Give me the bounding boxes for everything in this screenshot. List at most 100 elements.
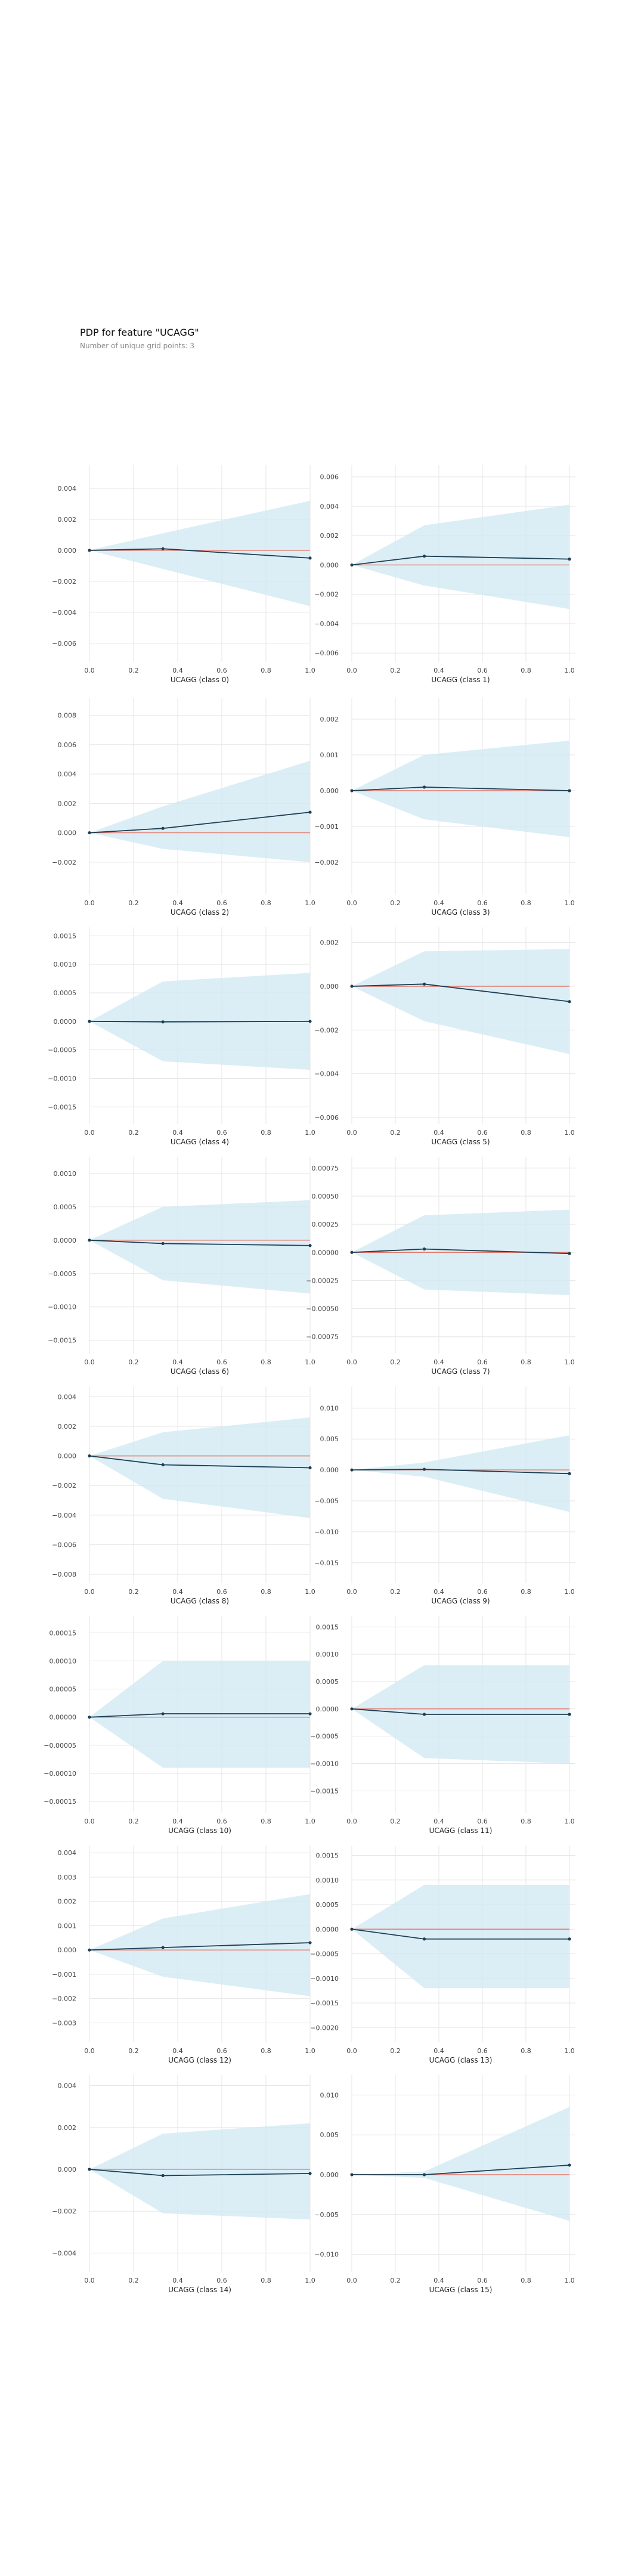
y-tick-label: 0.000 [58,829,77,837]
pdp-point [88,831,91,835]
pdp-point [422,555,426,558]
pdp-point [161,826,165,830]
x-tick-label: 0.2 [128,1358,139,1366]
x-tick-label: 1.0 [305,667,315,674]
pdp-subplot-class-3: 0.0 0.2 0.4 0.6 0.8 1.0 0.002 0.001 0.000 −0.001 −… [314,698,575,917]
x-tick-label: 0.4 [172,1358,183,1366]
x-tick-label: 0.8 [521,2277,531,2284]
x-axis-label: UCAGG (class 10) [168,1826,231,1835]
x-tick-label: 0.6 [216,667,227,674]
x-axis-label: UCAGG (class 9) [431,1597,490,1605]
x-tick-label: 0.2 [390,1129,401,1137]
pdp-point [568,1000,571,1004]
pdp-point [308,2172,312,2175]
x-tick-label: 0.6 [477,1129,488,1137]
y-tick-label: 0.0000 [54,1018,77,1026]
y-tick-label: −0.005 [314,2211,339,2219]
y-tick-label: 0.006 [58,741,77,749]
x-axis-label: UCAGG (class 5) [431,1138,490,1146]
pdp-point [422,1713,426,1716]
x-tick-label: 1.0 [305,2047,315,2055]
pdp-point [308,1466,312,1470]
x-tick-label: 0.2 [128,667,139,674]
x-tick-label: 0.6 [216,1818,227,1825]
pdp-point [350,1707,354,1711]
pdp-point [350,1250,354,1254]
x-tick-label: 0.0 [346,899,357,907]
y-tick-label: 0.004 [58,2082,77,2090]
confidence-band [352,741,569,837]
y-tick-label: −0.0010 [48,1075,76,1082]
y-tick-label: −0.0020 [310,2024,339,2032]
x-tick-label: 1.0 [305,2277,315,2284]
x-tick-label: 1.0 [305,1358,315,1366]
x-axis-label: UCAGG (class 14) [168,2286,231,2294]
pdp-subplot-class-1: 0.0 0.2 0.4 0.6 0.8 1.0 0.006 0.004 0.002 0.000 −0… [314,465,575,684]
y-tick-label: 0.000 [58,1946,77,1954]
pdp-subplot-class-2: 0.0 0.2 0.4 0.6 0.8 1.0 0.008 0.006 0.004 0.002 0.… [52,698,315,917]
y-tick-label: 0.0015 [54,932,77,940]
confidence-band [89,2123,310,2220]
y-tick-label: −0.00010 [44,1770,76,1778]
x-axis-label: UCAGG (class 2) [171,908,229,917]
y-tick-label: 0.002 [58,2124,77,2132]
x-tick-label: 0.4 [434,1818,444,1825]
x-tick-label: 0.2 [390,2277,401,2284]
x-tick-label: 0.6 [216,1129,227,1137]
pdp-point [350,789,354,792]
x-tick-label: 0.8 [521,2047,531,2055]
x-tick-label: 0.6 [477,2277,488,2284]
confidence-band [89,1894,310,1996]
y-tick-label: 0.004 [320,503,339,510]
pdp-subplot-class-5: 0.0 0.2 0.4 0.6 0.8 1.0 0.002 0.000 −0.002 −0.004… [314,927,575,1146]
confidence-band [89,1417,310,1518]
pdp-subplot-class-9: 0.0 0.2 0.4 0.6 0.8 1.0 0.010 0.005 0.000 −0.005 −… [314,1386,575,1605]
x-tick-label: 0.0 [84,1588,95,1596]
y-tick-label: 0.004 [58,1849,77,1857]
y-tick-label: 0.0015 [316,1852,339,1860]
y-tick-label: 0.002 [58,800,77,807]
pdp-point [350,1468,354,1472]
y-tick-label: 0.005 [320,2131,339,2139]
y-tick-label: −0.008 [52,1571,76,1578]
x-tick-label: 0.0 [346,667,357,674]
x-tick-label: 0.2 [128,2277,139,2284]
x-tick-label: 0.8 [261,667,271,674]
x-tick-label: 0.0 [84,2277,95,2284]
x-tick-label: 0.4 [172,2047,183,2055]
pdp-subplot-class-8: 0.0 0.2 0.4 0.6 0.8 1.0 0.004 0.002 0.000 −0.002 −… [52,1386,315,1605]
confidence-band [89,1661,310,1768]
pdp-subplot-class-12: 0.0 0.2 0.4 0.6 0.8 1.0 0.004 0.003 0.002 0.001 0.… [52,1846,315,2064]
pdp-point [161,1241,165,1246]
pdp-point [568,2163,571,2167]
y-tick-label: −0.004 [52,609,76,617]
y-tick-label: −0.0015 [48,1103,76,1111]
x-tick-label: 0.2 [390,1358,401,1366]
x-tick-label: 0.2 [390,667,401,674]
pdp-point [422,2173,426,2176]
x-tick-label: 0.0 [84,1358,95,1366]
y-tick-label: −0.002 [52,1482,76,1490]
y-tick-label: 0.002 [320,716,339,723]
y-tick-label: −0.0015 [48,1337,76,1345]
x-tick-label: 1.0 [305,1588,315,1596]
pdp-point [308,1244,312,1247]
pdp-point [161,1712,165,1716]
x-tick-label: 0.8 [261,899,271,907]
x-tick-label: 0.0 [84,1818,95,1825]
y-tick-label: 0.0000 [54,1237,77,1244]
y-tick-label: −0.00075 [306,1333,339,1341]
x-axis-label: UCAGG (class 1) [431,676,490,684]
x-tick-label: 1.0 [564,1358,575,1366]
x-tick-label: 0.8 [261,1818,271,1825]
x-tick-label: 0.8 [261,2047,271,2055]
x-tick-label: 0.6 [477,2047,488,2055]
x-tick-label: 0.6 [477,899,488,907]
x-tick-label: 1.0 [564,1818,575,1825]
x-tick-label: 0.2 [128,1588,139,1596]
y-tick-label: 0.002 [320,532,339,540]
x-tick-label: 1.0 [564,667,575,674]
pdp-point [308,1941,312,1945]
pdp-point [161,1463,165,1467]
x-axis-label: UCAGG (class 12) [168,2056,231,2064]
